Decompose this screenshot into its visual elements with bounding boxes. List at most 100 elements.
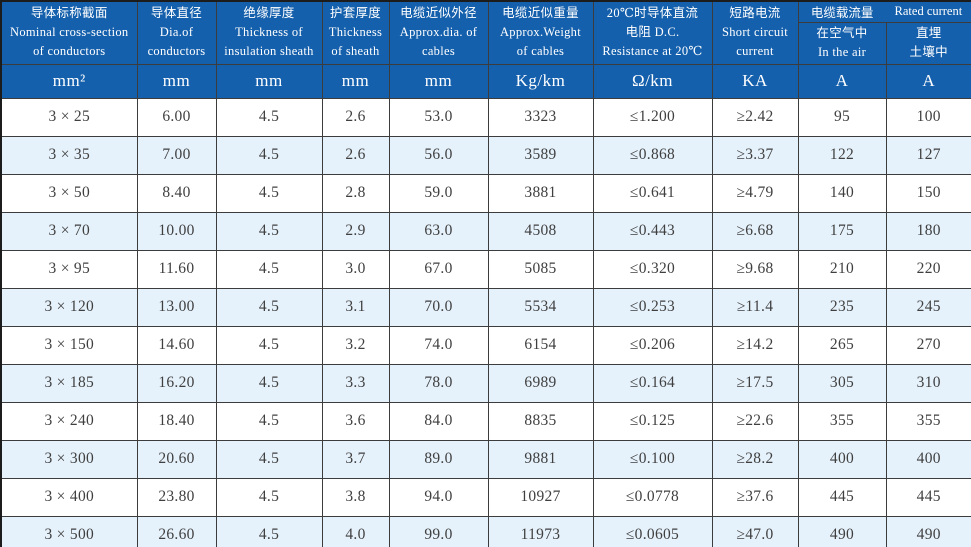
table-cell: ≥6.68 xyxy=(711,211,799,251)
table-header: 导体标称截面 Nominal cross-section of conducto… xyxy=(0,0,971,99)
table-cell: 100 xyxy=(885,97,971,137)
table-cell: 3 × 240 xyxy=(0,401,138,441)
unit-cell: A xyxy=(885,63,971,99)
table-row: 3 × 70 10.00 4.5 2.9 63.0 4508 ≤0.443 ≥6.68 175 1… xyxy=(0,211,971,251)
table-cell: ≥4.79 xyxy=(711,173,799,213)
table-cell: 3.3 xyxy=(321,363,390,403)
header-insulation-thickness: 绝缘厚度 Thickness of insulation sheath xyxy=(215,0,323,65)
header-conductor-diameter: 导体直径 Dia.of conductors xyxy=(136,0,217,65)
table-cell: 6989 xyxy=(487,363,594,403)
table-cell: 305 xyxy=(797,363,887,403)
header-dc-resistance: 20℃时导体直流 电阻 D.C. Resistance at 20℃ xyxy=(592,0,713,65)
table-cell: 11973 xyxy=(487,515,594,547)
table-cell: 245 xyxy=(885,287,971,327)
table-row: 3 × 95 11.60 4.5 3.0 67.0 5085 ≤0.320 ≥9.68 210 2… xyxy=(0,249,971,289)
group-label-capacity: 电缆载流量 xyxy=(810,6,874,21)
table-cell: ≥14.2 xyxy=(711,325,799,365)
table-body: 3 × 25 6.00 4.5 2.6 53.0 3323 ≤1.200 ≥2.42 95 100… xyxy=(0,97,971,547)
header-buried-in-soil: 直埋 土壤中 xyxy=(885,21,971,65)
table-cell: 127 xyxy=(885,135,971,175)
table-cell: ≤0.100 xyxy=(592,439,713,479)
table-cell: ≥28.2 xyxy=(711,439,799,479)
table-cell: 16.20 xyxy=(136,363,217,403)
table-cell: ≥47.0 xyxy=(711,515,799,547)
unit-cell: Kg/km xyxy=(487,63,594,99)
table-cell: 140 xyxy=(797,173,887,213)
table-cell: 99.0 xyxy=(388,515,489,547)
table-cell: 5534 xyxy=(487,287,594,327)
units-row: mm² mm mm mm mm Kg/km Ω/km KA A A xyxy=(0,63,971,99)
header-approx-weight: 电缆近似重量 Approx.Weight of cables xyxy=(487,0,594,65)
header-approx-diameter: 电缆近似外径 Approx.dia. of cables xyxy=(388,0,489,65)
unit-cell: KA xyxy=(711,63,799,99)
table-cell: 4.5 xyxy=(215,363,323,403)
table-cell: ≤0.206 xyxy=(592,325,713,365)
table-cell: 11.60 xyxy=(136,249,217,289)
unit-cell: mm xyxy=(321,63,390,99)
table-cell: 270 xyxy=(885,325,971,365)
table-cell: 59.0 xyxy=(388,173,489,213)
header-nominal-cross-section: 导体标称截面 Nominal cross-section of conducto… xyxy=(0,0,138,65)
table-cell: 8835 xyxy=(487,401,594,441)
table-cell: ≥2.42 xyxy=(711,97,799,137)
table-cell: 6154 xyxy=(487,325,594,365)
table-cell: 4.5 xyxy=(215,249,323,289)
table-cell: 23.80 xyxy=(136,477,217,517)
table-cell: 2.9 xyxy=(321,211,390,251)
table-cell: 445 xyxy=(797,477,887,517)
table-row: 3 × 25 6.00 4.5 2.6 53.0 3323 ≤1.200 ≥2.42 95 100 xyxy=(0,97,971,137)
table-row: 3 × 400 23.80 4.5 3.8 94.0 10927 ≤0.0778 ≥37.6 4… xyxy=(0,477,971,517)
table-cell: 3.6 xyxy=(321,401,390,441)
table-cell: 95 xyxy=(797,97,887,137)
table-cell: 10927 xyxy=(487,477,594,517)
table-cell: 18.40 xyxy=(136,401,217,441)
table-cell: 8.40 xyxy=(136,173,217,213)
table-cell: 74.0 xyxy=(388,325,489,365)
table-cell: 3.7 xyxy=(321,439,390,479)
table-row: 3 × 120 13.00 4.5 3.1 70.0 5534 ≤0.253 ≥11.4 235… xyxy=(0,287,971,327)
table-cell: ≤0.125 xyxy=(592,401,713,441)
unit-cell: mm² xyxy=(0,63,138,99)
table-cell: 26.60 xyxy=(136,515,217,547)
table-cell: 3.0 xyxy=(321,249,390,289)
table-row: 3 × 185 16.20 4.5 3.3 78.0 6989 ≤0.164 ≥17.5 305… xyxy=(0,363,971,403)
table-cell: 4.5 xyxy=(215,287,323,327)
header-in-the-air: 在空气中 In the air xyxy=(797,21,887,65)
table-cell: 355 xyxy=(797,401,887,441)
group-label-rated-current: Rated current xyxy=(894,4,963,19)
table-cell: 180 xyxy=(885,211,971,251)
table-cell: 4.5 xyxy=(215,515,323,547)
table-cell: 2.6 xyxy=(321,97,390,137)
header-current-capacity-group: 电缆载流量 Rated current xyxy=(797,0,971,23)
header-short-circuit-current: 短路电流 Short circuit current xyxy=(711,0,799,65)
table-cell: 9881 xyxy=(487,439,594,479)
table-cell: 490 xyxy=(797,515,887,547)
table-cell: 3 × 35 xyxy=(0,135,138,175)
table-row: 3 × 240 18.40 4.5 3.6 84.0 8835 ≤0.125 ≥22.6 355… xyxy=(0,401,971,441)
table-cell: 3 × 70 xyxy=(0,211,138,251)
table-cell: ≤0.868 xyxy=(592,135,713,175)
table-cell: 3 × 400 xyxy=(0,477,138,517)
table-cell: 265 xyxy=(797,325,887,365)
table-cell: 3 × 500 xyxy=(0,515,138,547)
table-cell: 220 xyxy=(885,249,971,289)
table-cell: 4.5 xyxy=(215,401,323,441)
table-cell: 122 xyxy=(797,135,887,175)
table-cell: 3.8 xyxy=(321,477,390,517)
table-cell: ≤0.253 xyxy=(592,287,713,327)
table-cell: 3 × 50 xyxy=(0,173,138,213)
table-cell: 2.6 xyxy=(321,135,390,175)
table-cell: 3 × 95 xyxy=(0,249,138,289)
table-cell: 400 xyxy=(885,439,971,479)
table-cell: 150 xyxy=(885,173,971,213)
table-cell: 84.0 xyxy=(388,401,489,441)
table-cell: 3 × 300 xyxy=(0,439,138,479)
table-cell: 63.0 xyxy=(388,211,489,251)
table-cell: ≥3.37 xyxy=(711,135,799,175)
table-row: 3 × 150 14.60 4.5 3.2 74.0 6154 ≤0.206 ≥14.2 265… xyxy=(0,325,971,365)
table-cell: 4.5 xyxy=(215,135,323,175)
table-cell: 4.5 xyxy=(215,173,323,213)
table-cell: 4.0 xyxy=(321,515,390,547)
table-cell: ≥37.6 xyxy=(711,477,799,517)
